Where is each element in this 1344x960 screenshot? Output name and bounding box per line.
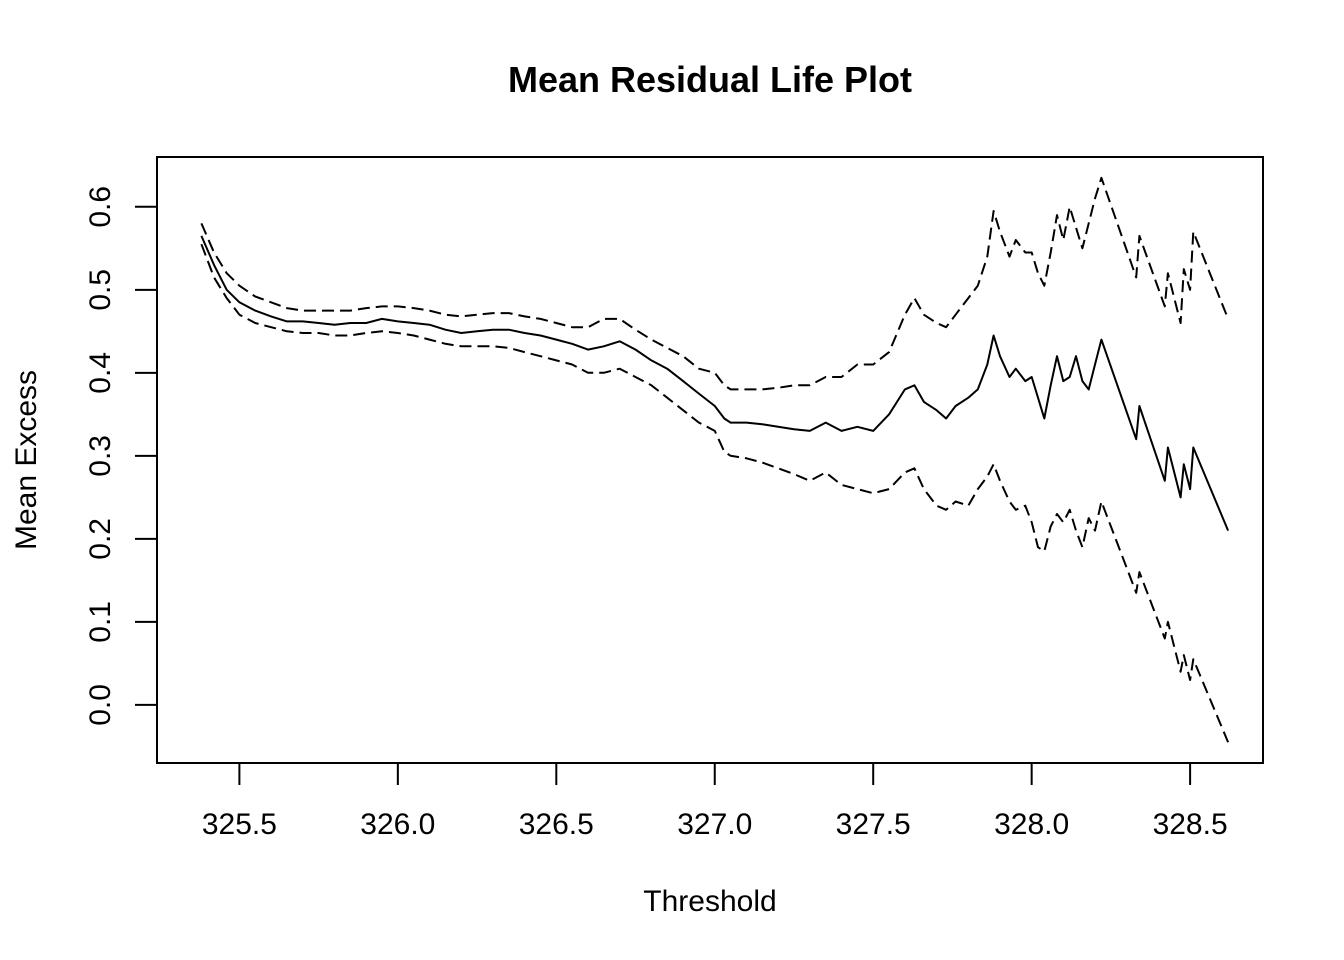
confidence-bound-line-1 <box>200 176 1230 391</box>
x-tick-label: 326.0 <box>360 808 435 841</box>
y-tick-label: 0.4 <box>84 352 117 394</box>
y-axis: 0.0 0.1 0.2 0.3 0.4 0.5 0.6 <box>84 186 158 726</box>
plot-frame <box>156 156 1264 764</box>
y-axis-label: Mean Excess <box>10 370 43 550</box>
series-layer <box>200 176 1230 743</box>
x-axis-label: Threshold <box>643 885 776 918</box>
y-tick-label: 0.3 <box>84 435 117 477</box>
x-tick-label: 327.5 <box>836 808 911 841</box>
x-tick-label: 326.5 <box>519 808 594 841</box>
x-tick-label: 327.0 <box>677 808 752 841</box>
x-tick-label: 325.5 <box>202 808 277 841</box>
y-tick-label: 0.1 <box>84 601 117 643</box>
mean-excess-line <box>200 235 1230 531</box>
x-axis: 325.5 326.0 326.5 327.0 327.5 328.0 328.5 <box>202 762 1228 841</box>
confidence-bound-line-2 <box>200 243 1230 743</box>
chart-title: Mean Residual Life Plot <box>508 59 912 100</box>
y-tick-label: 0.6 <box>84 186 117 228</box>
x-tick-label: 328.0 <box>994 808 1069 841</box>
y-tick-label: 0.0 <box>84 684 117 726</box>
y-tick-label: 0.2 <box>84 518 117 560</box>
y-tick-label: 0.5 <box>84 269 117 311</box>
x-tick-label: 328.5 <box>1153 808 1228 841</box>
